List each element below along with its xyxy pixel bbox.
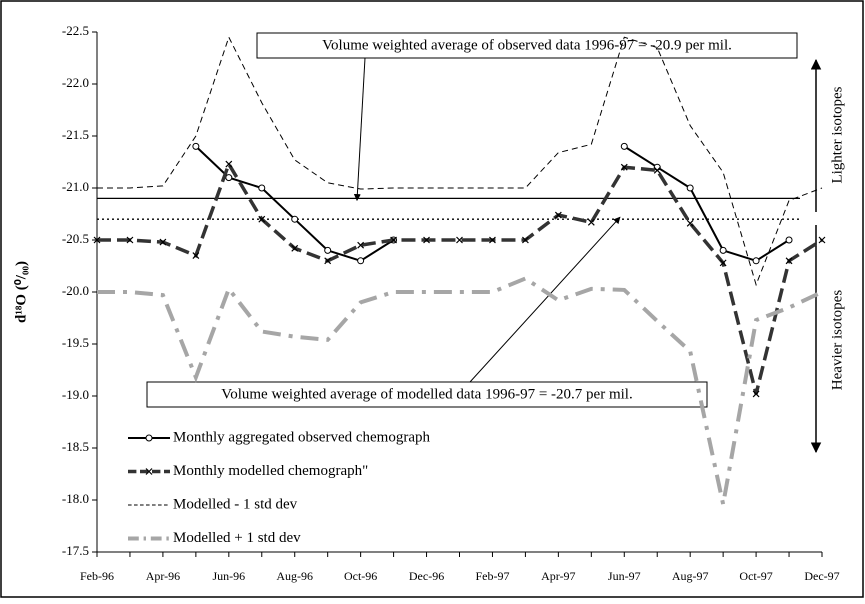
- data-point: [357, 257, 365, 265]
- x-tick-label: Dec-96: [409, 569, 444, 583]
- series-line: [97, 276, 823, 505]
- data-point: [390, 236, 398, 244]
- y-tick-label: -22.5: [62, 23, 89, 38]
- series-line: [195, 145, 790, 262]
- data-point: [126, 236, 134, 244]
- x-tick-label: Aug-97: [672, 569, 709, 583]
- legend-label: Monthly aggregated observed chemograph: [173, 429, 430, 445]
- data-point: [752, 390, 760, 398]
- side-label: Heavier isotopes: [829, 290, 845, 391]
- data-point: [620, 142, 628, 150]
- legend-item: Monthly aggregated observed chemograph: [128, 429, 430, 445]
- data-point: [324, 246, 332, 254]
- data-point: [785, 236, 793, 244]
- legend-marker: [145, 468, 153, 475]
- y-tick-label: -19.5: [62, 335, 89, 350]
- series-line: [97, 35, 823, 287]
- side-label: Lighter isotopes: [829, 86, 845, 183]
- legend-item: Modelled - 1 std dev: [128, 496, 298, 512]
- x-tick-label: Jun-97: [608, 569, 641, 583]
- data-point: [225, 160, 233, 168]
- data-point: [653, 166, 661, 174]
- x-tick-label: Apr-97: [541, 569, 575, 583]
- data-point: [291, 215, 299, 223]
- y-axis-label: d¹⁸O (⁰/₀₀): [13, 261, 29, 323]
- x-tick-label: Apr-96: [146, 569, 180, 583]
- y-tick-label: -19.0: [62, 387, 89, 402]
- annotation: Volume weighted average of observed data…: [322, 37, 732, 53]
- y-tick-label: -20.0: [62, 283, 89, 298]
- x-tick-label: Feb-97: [475, 569, 509, 583]
- data-point: [93, 236, 101, 244]
- data-point: [818, 236, 826, 244]
- annotation: Volume weighted average of modelled data…: [221, 386, 632, 402]
- data-point: [521, 236, 529, 244]
- legend-label: Modelled - 1 std dev: [173, 496, 298, 512]
- data-point: [489, 236, 496, 244]
- data-point: [159, 238, 167, 246]
- data-point: [554, 211, 562, 219]
- data-point: [785, 257, 793, 265]
- annotation-arrow: [469, 216, 621, 383]
- x-tick-label: Jun-96: [212, 569, 245, 583]
- annotation-arrow: [353, 57, 366, 202]
- annotation-box: [256, 32, 798, 59]
- data-point: [752, 257, 760, 265]
- x-tick-label: Feb-96: [80, 569, 114, 583]
- annotation-box: [146, 381, 708, 408]
- y-tick-label: -22.0: [62, 75, 89, 90]
- legend-marker: [145, 434, 153, 442]
- data-point: [258, 215, 266, 223]
- data-point: [686, 184, 694, 192]
- data-point: [357, 241, 365, 249]
- data-point: [291, 244, 299, 252]
- y-tick-label: -20.5: [62, 231, 89, 246]
- data-point: [719, 246, 727, 254]
- y-tick-label: -17.5: [62, 543, 89, 558]
- x-tick-label: Aug-96: [276, 569, 313, 583]
- data-point: [423, 236, 430, 244]
- x-tick-label: Oct-97: [739, 569, 772, 583]
- data-point: [686, 219, 694, 227]
- y-tick-label: -18.0: [62, 491, 89, 506]
- data-point: [192, 142, 200, 150]
- y-tick-label: -21.5: [62, 127, 89, 142]
- data-point: [456, 236, 463, 244]
- data-point: [192, 252, 200, 260]
- y-tick-label: -21.0: [62, 179, 89, 194]
- y-tick-label: -18.5: [62, 439, 89, 454]
- data-point: [653, 163, 661, 171]
- legend-label: Monthly modelled chemograph": [173, 463, 368, 479]
- data-point: [719, 259, 727, 267]
- legend-label: Modelled + 1 std dev: [173, 530, 301, 546]
- data-point: [324, 257, 332, 265]
- data-point: [587, 218, 595, 226]
- x-tick-label: Oct-96: [344, 569, 377, 583]
- data-point: [225, 174, 233, 182]
- legend-item: Modelled + 1 std dev: [128, 530, 301, 546]
- data-point: [620, 163, 628, 171]
- series-line: [97, 160, 823, 395]
- x-tick-label: Dec-97: [804, 569, 839, 583]
- data-point: [258, 184, 266, 192]
- legend-item: Monthly modelled chemograph": [128, 463, 368, 479]
